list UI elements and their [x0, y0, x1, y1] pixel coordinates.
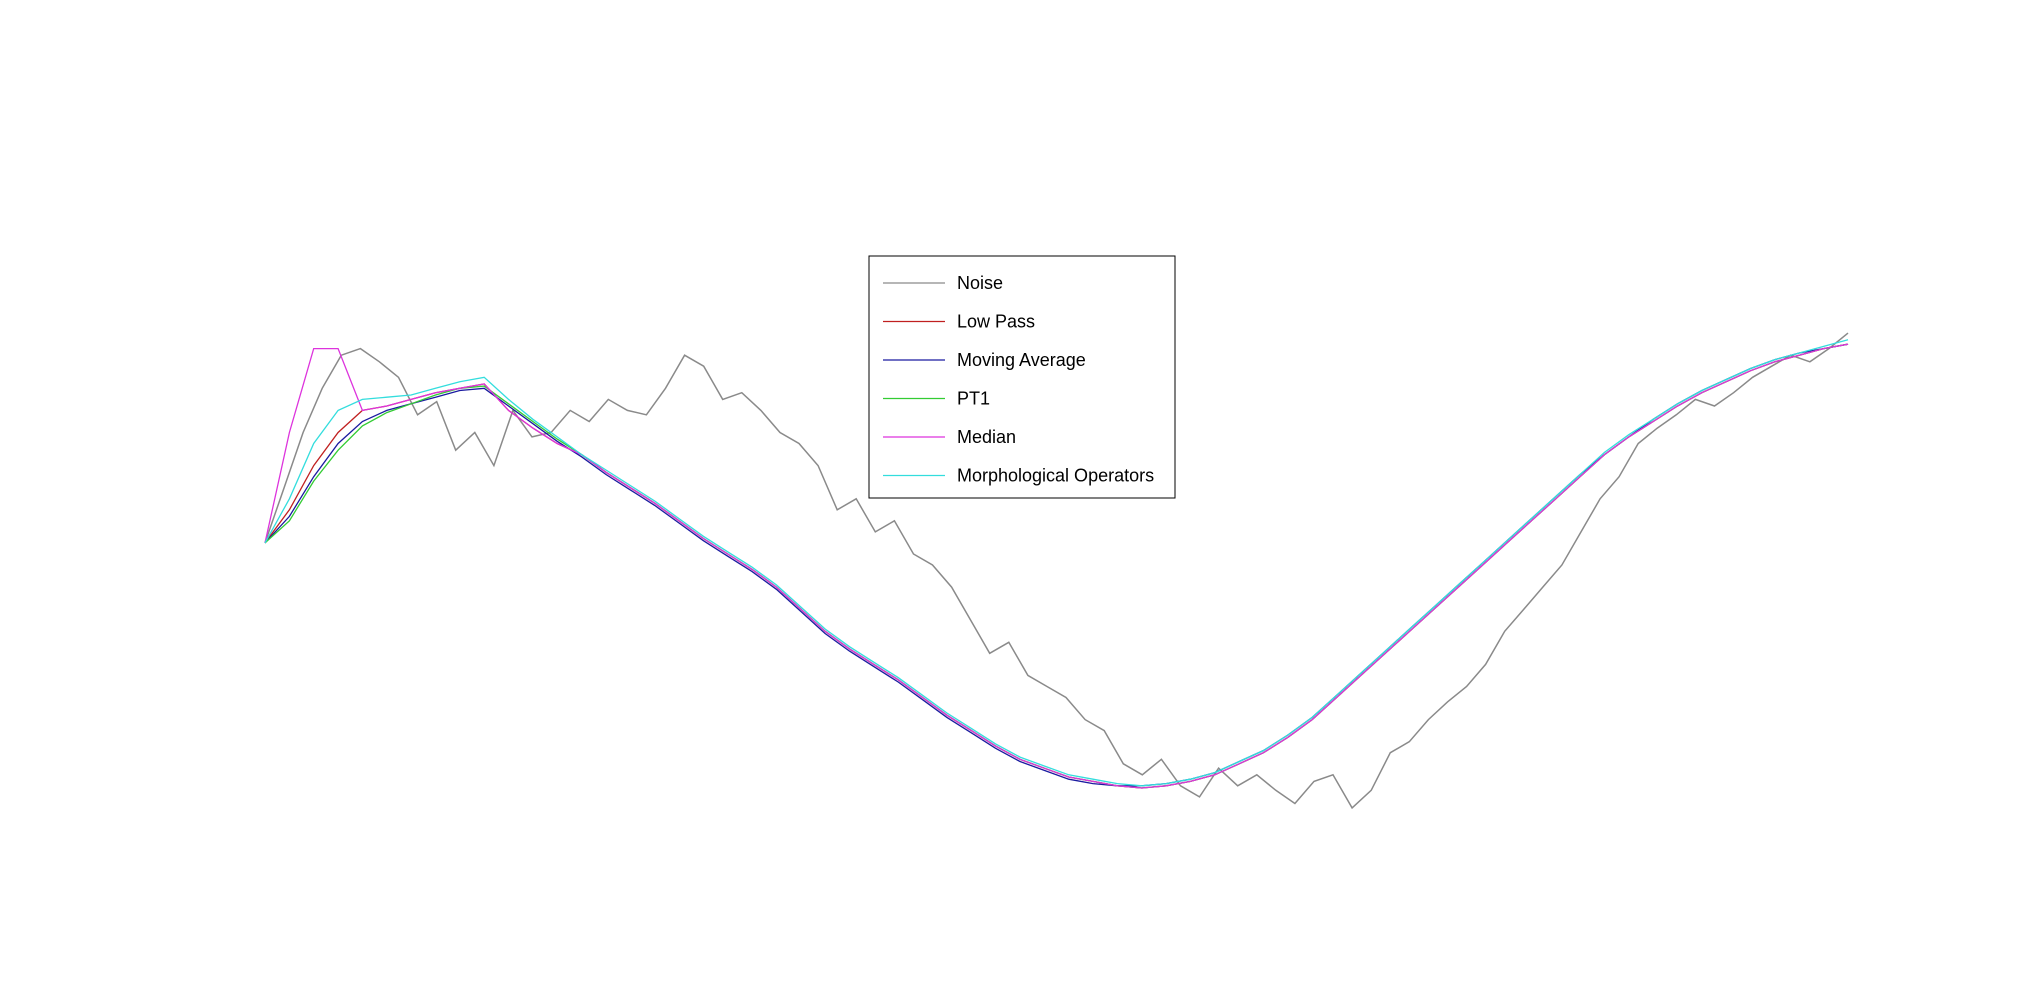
- legend-label: Low Pass: [957, 312, 1035, 332]
- series-line-noise: [264, 332, 1849, 810]
- legend-label: PT1: [957, 389, 990, 409]
- legend-items: Noise Low Pass Moving Average PT1 Median Morp…: [883, 273, 1154, 486]
- series-line-morphological-operators: [264, 339, 1849, 787]
- legend-label: Noise: [957, 273, 1003, 293]
- series-line-median: [264, 343, 1849, 789]
- legend-label: Morphological Operators: [957, 466, 1154, 486]
- legend-label: Median: [957, 427, 1016, 447]
- legend-box: [868, 255, 1176, 499]
- series-layer: [264, 332, 1849, 810]
- legend-label: Moving Average: [957, 350, 1086, 370]
- legend: Noise Low Pass Moving Average PT1 Median Morp…: [868, 255, 1176, 499]
